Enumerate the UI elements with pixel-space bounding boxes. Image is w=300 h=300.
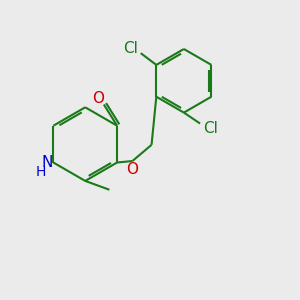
Text: Cl: Cl xyxy=(123,40,138,56)
Text: O: O xyxy=(92,91,104,106)
Text: Cl: Cl xyxy=(203,121,218,136)
Text: H: H xyxy=(36,165,46,179)
Text: N: N xyxy=(41,155,52,170)
Text: O: O xyxy=(126,162,138,177)
